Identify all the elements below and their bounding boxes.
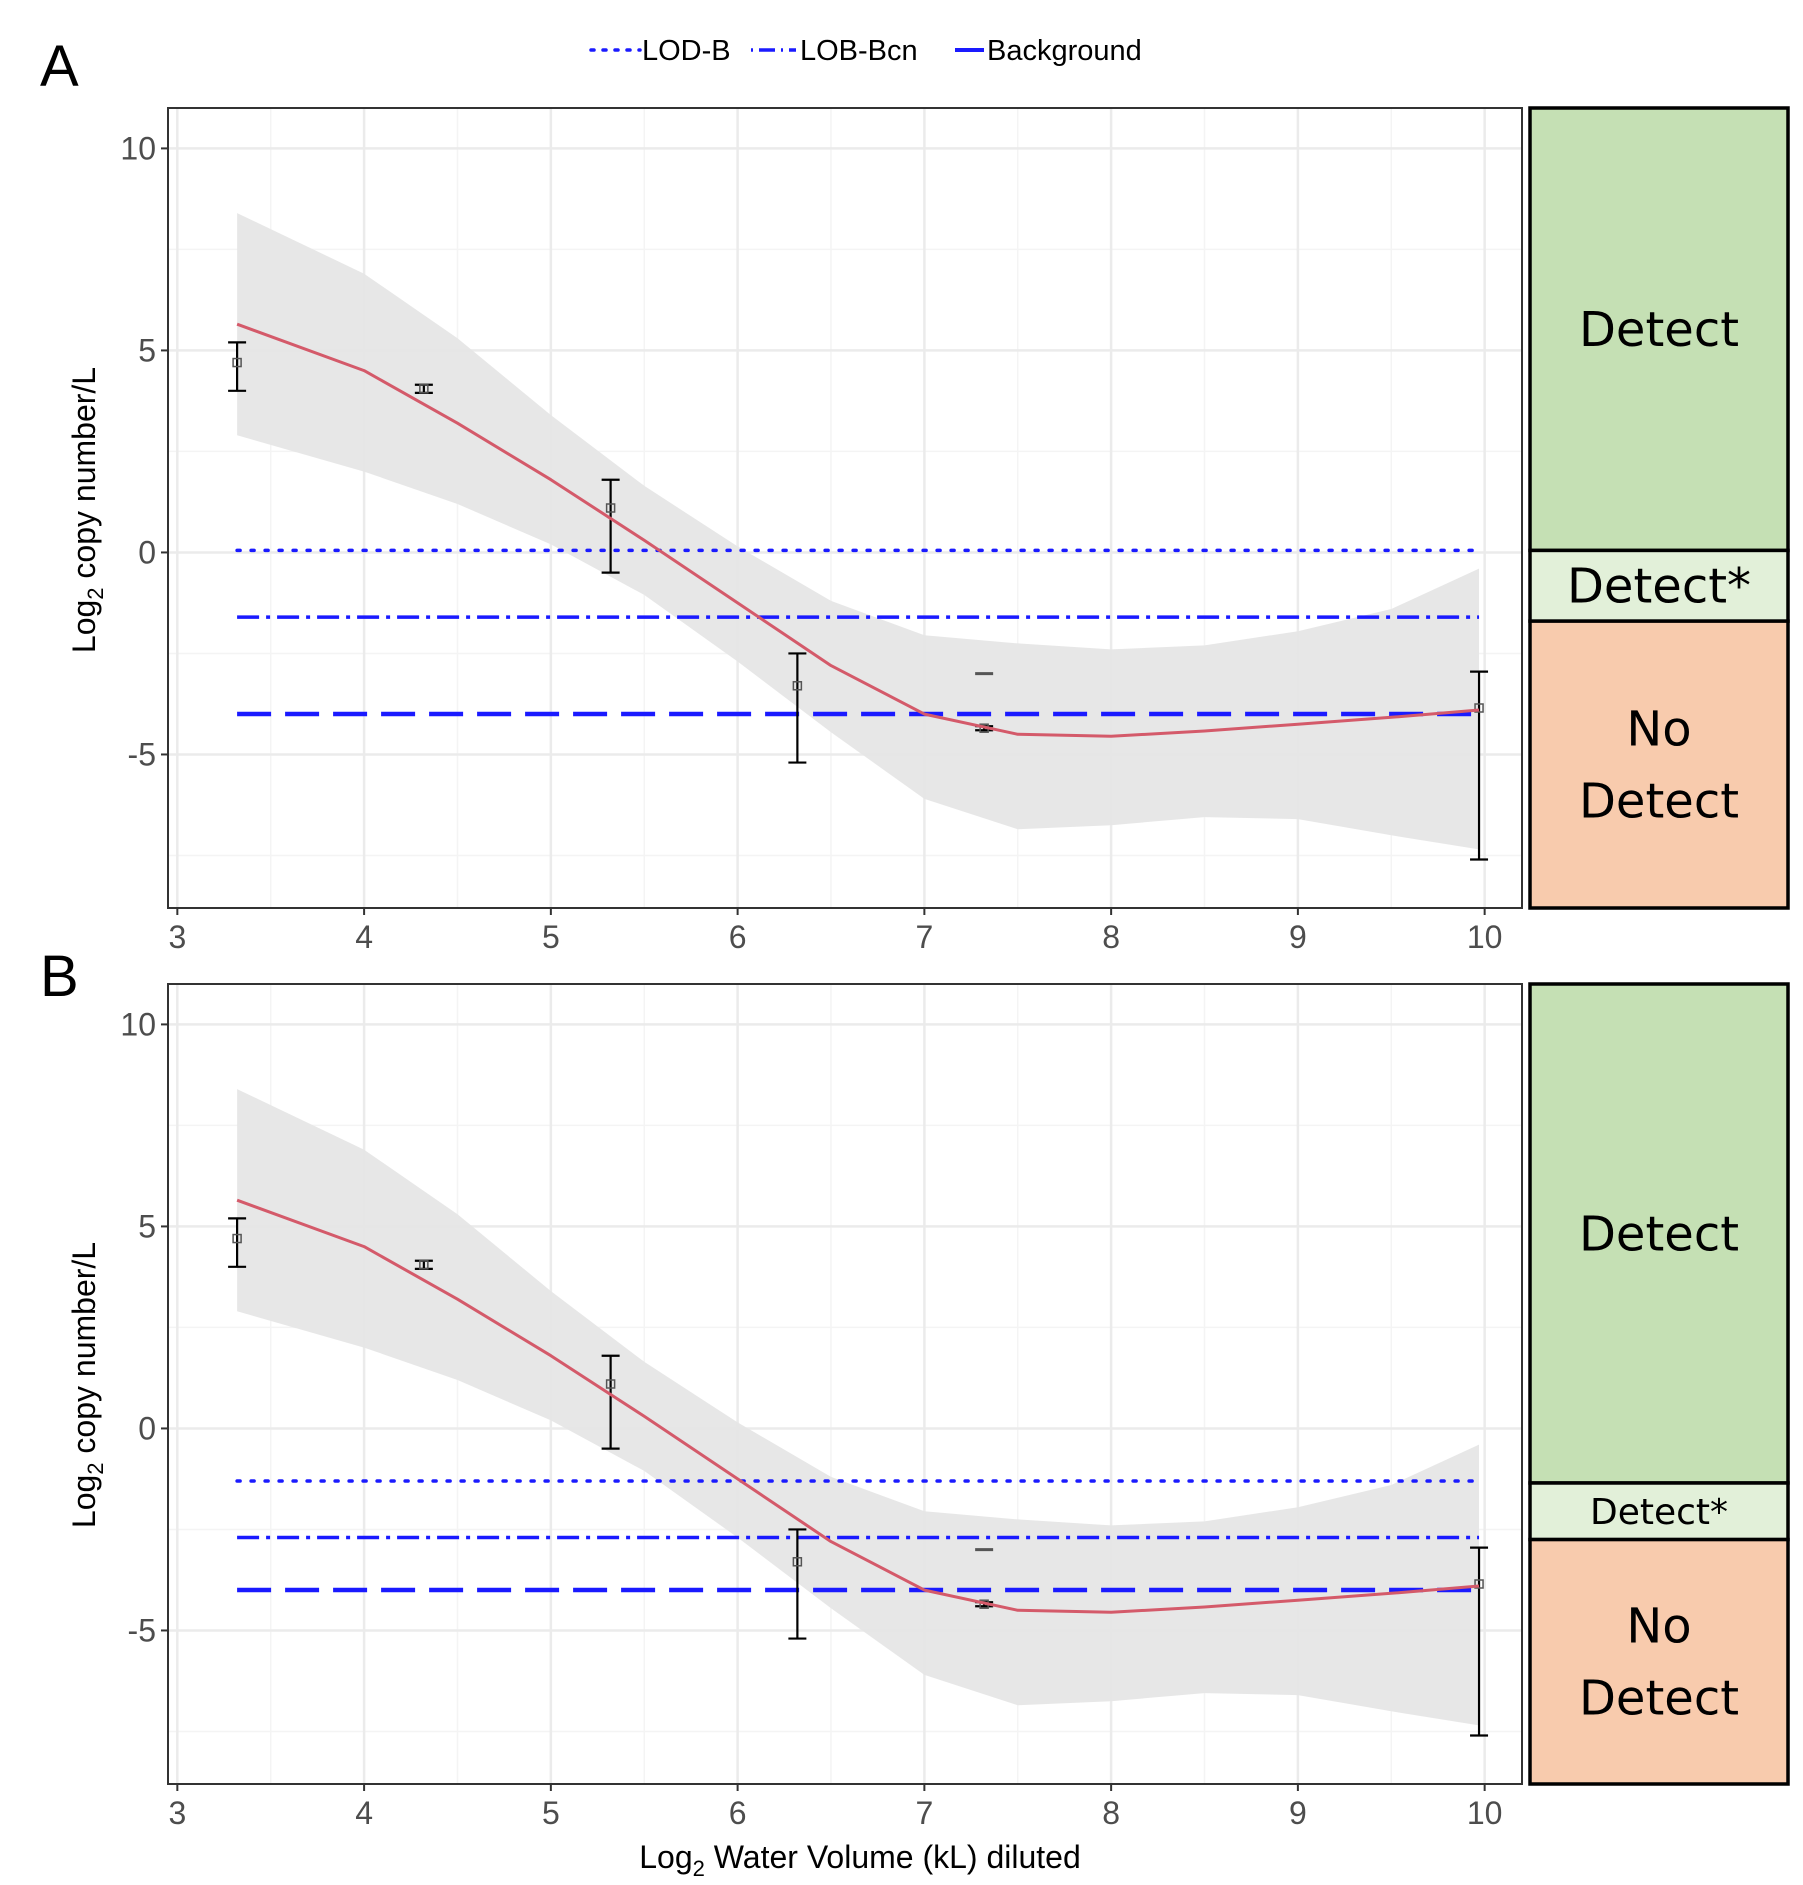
panel-b-zone-0: [1528, 982, 1790, 1485]
panel-a-x-tick-label-4: 4: [355, 919, 373, 955]
panel-a-zone-1: [1528, 548, 1790, 623]
panel-b-zones: Detect Detect* No Detect: [1528, 982, 1790, 1786]
panel-b-data-point-1: [419, 1260, 429, 1270]
panel-b-fit-line: [236, 1198, 1480, 1614]
panel-b-y-tick-label-5: 5: [138, 1208, 156, 1244]
panel-a-plot-border: [167, 107, 1523, 909]
panel-b-zone-2: [1528, 1537, 1790, 1786]
panel-a-x-tick-label-7: 7: [915, 919, 933, 955]
panel-b-data-point-0: [232, 1233, 242, 1244]
panel-b-x-tick-label-9: 9: [1289, 1795, 1307, 1831]
panel-a-letter: A: [40, 34, 79, 99]
panel-b-zone-label-0: Detect: [1579, 1206, 1739, 1262]
panel-a-data-point-0: [232, 357, 242, 368]
panel-b-zone-label-1: Detect*: [1590, 1492, 1728, 1533]
legend-label-lob-bcn: LOB-Bcn: [800, 35, 918, 67]
panel-b-x-tick-label-8: 8: [1102, 1795, 1120, 1831]
panel-b-y-axis-title: Log2 copy number/L: [66, 1242, 108, 1528]
panel-a-y-tick-label-0: 0: [138, 534, 156, 570]
panel-a-y-tick-label-10: 10: [120, 130, 156, 166]
panel-b-x-tick-label-4: 4: [355, 1795, 373, 1831]
panel-a-fit-line: [236, 322, 1480, 738]
legend-label-lod-b: LOD-B: [642, 35, 731, 67]
panel-a-y-tick-label--5: -5: [128, 736, 156, 772]
panel-a-x-tick-label-3: 3: [168, 919, 186, 955]
panel-a-zone-label-0: Detect: [1579, 302, 1739, 358]
panel-b-x-tick-label-3: 3: [168, 1795, 186, 1831]
panel-a-zone-label-1: Detect*: [1567, 559, 1751, 615]
panel-b-data-point-2: [605, 1379, 616, 1389]
panel-b-x-tick-label-6: 6: [729, 1795, 747, 1831]
panel-b-y-tick-label--5: -5: [128, 1612, 156, 1648]
panel-a-data-point-1: [419, 384, 429, 394]
legend: LOD-B LOB-Bcn Background: [589, 35, 1142, 67]
panel-a-x-tick-label-6: 6: [729, 919, 747, 955]
panel-b-data-point-5: [1474, 1579, 1484, 1589]
panel-a-zone-2: [1528, 619, 1790, 910]
x-axis-title: Log2 Water Volume (kL) diluted: [639, 1839, 1081, 1881]
panel-b-plot-border: [167, 983, 1523, 1785]
panel-b-letter: B: [40, 944, 79, 1009]
panel-a-data-point-5: [1474, 703, 1484, 713]
panel-b: B 10 5 0 -5 3 4 5 6 7 8 9 10 Detect Detect* NoDetect …: [40, 944, 1790, 1831]
panel-b-x-tick-label-5: 5: [542, 1795, 560, 1831]
panel-a-x-tick-label-10: 10: [1467, 919, 1503, 955]
panel-a-data-point-2: [605, 503, 616, 513]
panel-b-x-tick-label-10: 10: [1467, 1795, 1503, 1831]
panel-b-plot: 10 5 0 -5 3 4 5 6 7 8 9 10: [120, 983, 1523, 1831]
panel-b-zone-label-2-line-1: Detect: [1579, 1671, 1739, 1727]
panel-a-zone-label-2-line-0: No: [1626, 701, 1691, 757]
panel-b-y-tick-label-10: 10: [120, 1006, 156, 1042]
panel-a-y-tick-label-5: 5: [138, 332, 156, 368]
panel-a: A 10 5 0 -5 3 4 5 6 7 8 9 10 Detect Detect* NoDetect …: [40, 34, 1790, 955]
panel-a-x-tick-label-9: 9: [1289, 919, 1307, 955]
panel-b-confidence-band: [237, 1089, 1480, 1726]
panel-a-data-point-3: [792, 681, 803, 691]
panel-b-zone-label-2-line-0: No: [1626, 1599, 1691, 1655]
panel-b-y-tick-label-0: 0: [138, 1410, 156, 1446]
panel-b-data-point-3: [792, 1557, 803, 1567]
panel-a-x-tick-label-8: 8: [1102, 919, 1120, 955]
panel-a-plot: 10 5 0 -5 3 4 5 6 7 8 9 10: [120, 107, 1523, 955]
panel-b-x-tick-label-7: 7: [915, 1795, 933, 1831]
legend-label-background: Background: [987, 35, 1142, 67]
panel-a-zone-label-2-line-1: Detect: [1579, 773, 1739, 829]
panel-a-zone-0: [1528, 106, 1790, 553]
panel-a-zones: Detect Detect* No Detect: [1528, 106, 1790, 910]
panel-a-confidence-band: [237, 213, 1480, 850]
panel-a-y-axis-title: Log2 copy number/L: [66, 367, 108, 653]
panel-a-x-tick-label-5: 5: [542, 919, 560, 955]
